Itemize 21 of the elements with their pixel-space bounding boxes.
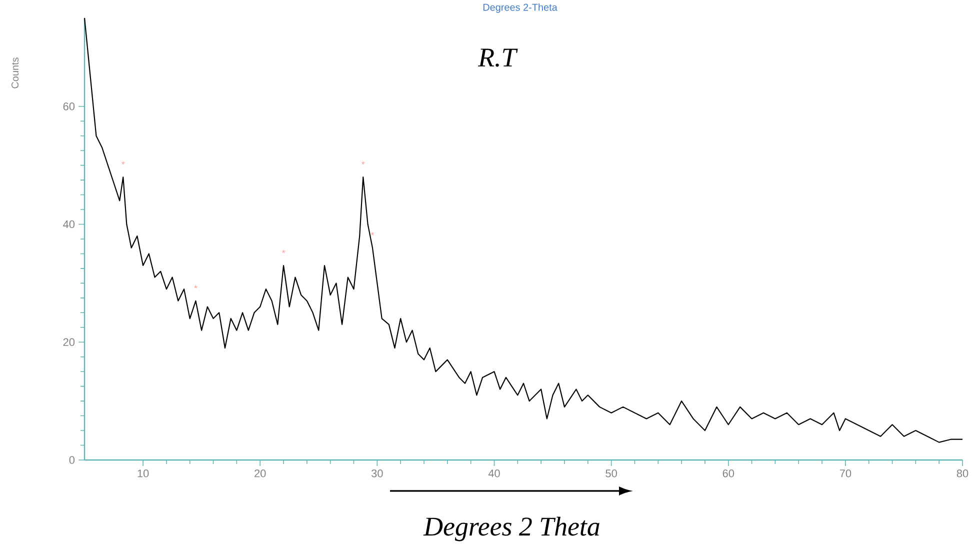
x-tick-label: 50: [606, 470, 617, 478]
x-tick-label: 60: [722, 470, 734, 478]
x-tick-label: 10: [138, 470, 149, 478]
annotation: R.T: [478, 48, 518, 67]
y-tick-label: 20: [63, 338, 75, 346]
y-tick-label: 60: [63, 102, 75, 110]
x-tick-label: 30: [372, 470, 383, 478]
y-tick-label: 40: [63, 220, 75, 228]
x-tick-label: 70: [840, 470, 852, 478]
x-axis-title: Degrees 2 Theta: [423, 516, 600, 542]
x-tick-label: 20: [254, 470, 266, 478]
y-tick-label: 0: [69, 456, 75, 464]
annotation: *: [122, 161, 125, 165]
annotation: *: [282, 250, 286, 253]
chart-title: Degrees 2-Theta: [483, 4, 558, 13]
annotation: *: [194, 285, 198, 288]
x-tick-label: 80: [956, 470, 968, 478]
annotation: *: [370, 232, 374, 236]
y-axis-title: Counts: [11, 58, 19, 88]
annotation: *: [362, 161, 365, 165]
x-tick-label: 40: [488, 470, 500, 478]
